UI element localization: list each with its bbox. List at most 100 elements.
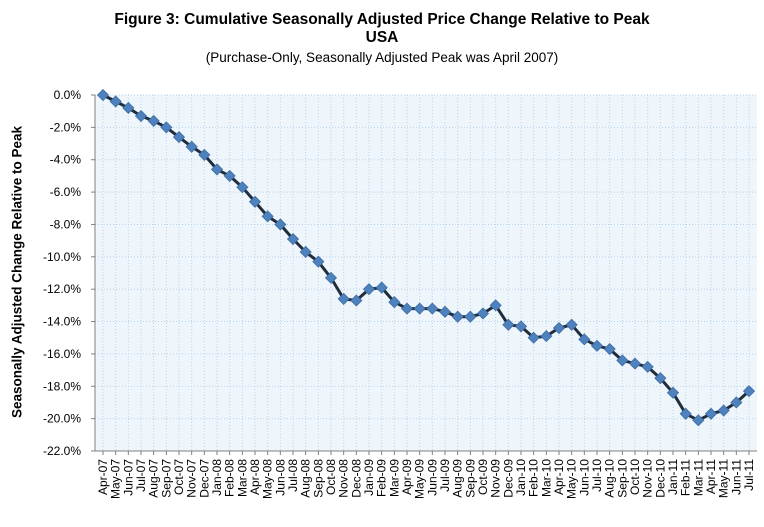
data-point bbox=[578, 333, 591, 346]
x-tick-label: Dec-10 bbox=[653, 459, 667, 498]
chart-title: Figure 3: Cumulative Seasonally Adjusted… bbox=[114, 11, 650, 28]
x-tick-label: Jan-08 bbox=[210, 459, 224, 496]
x-tick-label: Jul-09 bbox=[438, 459, 452, 492]
x-tick-label: Jun-07 bbox=[121, 459, 135, 496]
data-point bbox=[426, 302, 439, 315]
x-tick-label: Jun-09 bbox=[425, 459, 439, 496]
data-point bbox=[299, 245, 312, 259]
data-point bbox=[476, 307, 490, 320]
y-tick-label: -14.0% bbox=[43, 315, 81, 329]
data-point bbox=[451, 310, 464, 323]
x-tick-label: Oct-08 bbox=[324, 459, 338, 495]
data-point bbox=[730, 396, 743, 409]
y-tick-label: -2.0% bbox=[50, 120, 82, 134]
y-tick-label: -22.0% bbox=[43, 444, 81, 458]
x-tick-label: May-07 bbox=[109, 459, 123, 499]
data-point bbox=[236, 181, 249, 194]
x-tick-label: Jul-11 bbox=[742, 459, 756, 491]
data-point bbox=[312, 255, 325, 268]
data-point bbox=[286, 232, 300, 246]
chart-subtitle: (Purchase-Only, Seasonally Adjusted Peak… bbox=[205, 50, 559, 65]
x-tick-label: Feb-08 bbox=[223, 459, 237, 497]
x-tick-label: Jan-09 bbox=[362, 459, 376, 496]
y-tick-label: -10.0% bbox=[43, 250, 81, 264]
data-point bbox=[388, 296, 401, 309]
y-tick-label: 0.0% bbox=[54, 88, 82, 102]
data-point bbox=[223, 169, 236, 182]
x-tick-label: Oct-09 bbox=[476, 459, 490, 495]
data-point bbox=[413, 302, 426, 315]
x-tick-label: Aug-07 bbox=[147, 459, 161, 498]
y-tick-label: -6.0% bbox=[50, 185, 82, 199]
data-point bbox=[198, 148, 211, 161]
x-tick-label: Nov-09 bbox=[489, 459, 503, 498]
x-tick-label: Mar-11 bbox=[691, 459, 705, 496]
x-tick-label: Jun-10 bbox=[577, 459, 591, 496]
data-point bbox=[679, 407, 692, 420]
x-tick-label: Sep-07 bbox=[159, 459, 173, 498]
data-point bbox=[324, 271, 338, 284]
x-tick-label: Nov-10 bbox=[641, 459, 655, 498]
data-point bbox=[261, 210, 274, 223]
x-tick-label: May-09 bbox=[413, 459, 427, 499]
x-tick-label: Mar-10 bbox=[539, 459, 553, 497]
data-point bbox=[274, 218, 287, 231]
x-tick-label: Sep-08 bbox=[311, 459, 325, 498]
data-point bbox=[565, 318, 578, 331]
x-tick-label: Jul-08 bbox=[286, 459, 300, 492]
y-tick-label: -4.0% bbox=[50, 153, 82, 167]
data-point bbox=[350, 294, 363, 307]
data-point bbox=[464, 310, 477, 323]
data-point bbox=[704, 407, 718, 420]
x-tick-label: Aug-10 bbox=[603, 459, 617, 498]
x-tick-label: Jan-10 bbox=[514, 459, 528, 496]
data-point bbox=[666, 386, 680, 399]
x-tick-label: Nov-08 bbox=[337, 459, 351, 498]
x-tick-label: Dec-08 bbox=[349, 459, 363, 498]
data-point bbox=[248, 195, 262, 208]
data-point bbox=[628, 357, 642, 370]
x-tick-label: Apr-07 bbox=[96, 459, 110, 495]
data-point bbox=[400, 302, 414, 315]
data-point bbox=[122, 101, 135, 115]
data-point bbox=[742, 385, 756, 398]
data-point bbox=[717, 404, 730, 417]
x-tick-label: Apr-08 bbox=[248, 459, 262, 495]
data-point bbox=[502, 318, 515, 331]
x-tick-label: Apr-10 bbox=[552, 459, 566, 495]
y-tick-label: -18.0% bbox=[43, 379, 81, 393]
axes bbox=[94, 95, 757, 452]
data-point bbox=[514, 320, 528, 333]
x-tick-label: Mar-09 bbox=[387, 459, 401, 497]
x-tick-label: May-10 bbox=[565, 459, 579, 499]
data-point bbox=[134, 109, 148, 123]
data-point bbox=[362, 283, 376, 296]
data-point bbox=[654, 372, 667, 385]
x-tick-label: Sep-10 bbox=[615, 459, 629, 498]
x-tick-label: Feb-11 bbox=[679, 459, 693, 496]
data-point bbox=[641, 360, 654, 373]
y-tick-label: -16.0% bbox=[43, 347, 81, 361]
data-point bbox=[375, 281, 388, 294]
x-tick-label: Apr-11 bbox=[704, 459, 718, 494]
x-tick-label: Jul-07 bbox=[134, 459, 148, 492]
data-point bbox=[337, 292, 350, 305]
data-point bbox=[540, 330, 553, 343]
gridlines bbox=[95, 94, 757, 452]
data-point bbox=[603, 342, 616, 356]
data-markers bbox=[96, 88, 756, 427]
x-tick-label: Dec-09 bbox=[501, 459, 515, 498]
x-tick-label: Sep-09 bbox=[463, 459, 477, 498]
data-point bbox=[147, 114, 160, 127]
y-tick-label: -20.0% bbox=[43, 412, 81, 426]
data-point bbox=[185, 140, 198, 153]
data-point bbox=[210, 163, 224, 176]
x-tick-label: Oct-07 bbox=[172, 459, 186, 495]
data-point bbox=[692, 414, 705, 427]
chart-title-line2: USA bbox=[365, 29, 399, 46]
data-point bbox=[96, 88, 110, 102]
x-tick-label: Aug-08 bbox=[299, 459, 313, 498]
x-tick-labels: Apr-07May-07Jun-07Jul-07Aug-07Sep-07Oct-… bbox=[96, 451, 756, 499]
x-tick-label: Jun-08 bbox=[273, 459, 287, 496]
